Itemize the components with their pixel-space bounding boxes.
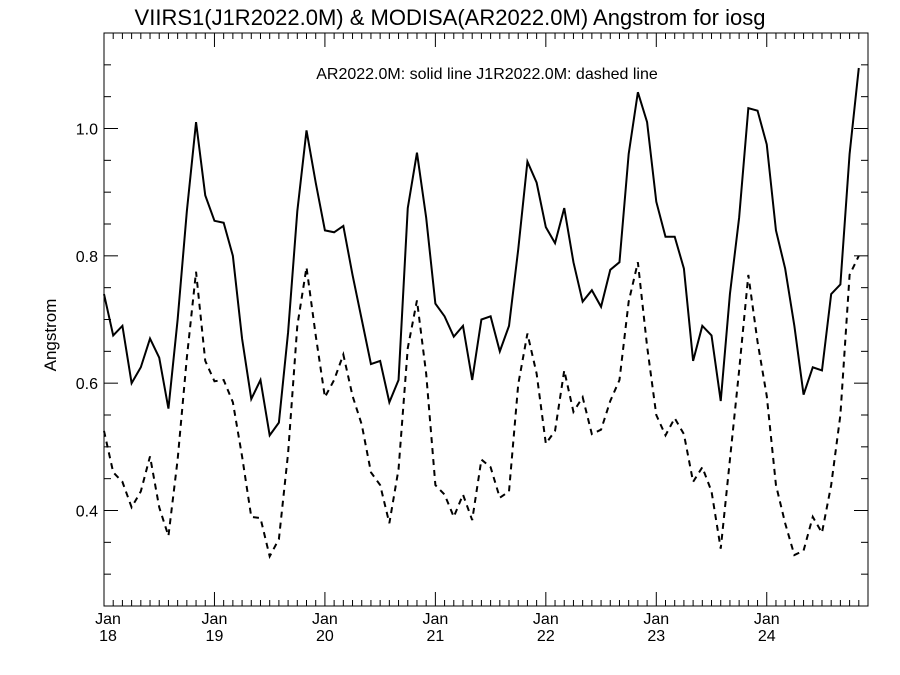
x-tick-label-month: Jan	[312, 611, 338, 628]
series-line-solid	[103, 67, 860, 438]
series-style-note: AR2022.0M: solid line J1R2022.0M: dashed…	[316, 66, 658, 83]
series-line-dashed	[103, 255, 860, 560]
x-tick-label-year: 24	[758, 628, 776, 645]
x-tick-label-month: Jan	[422, 611, 448, 628]
y-tick-label: 0.8	[76, 249, 98, 266]
x-tick-label-year: 21	[426, 628, 444, 645]
x-tick-label-month: Jan	[533, 611, 559, 628]
y-tick-label: 0.4	[76, 504, 98, 521]
x-tick-label-year: 18	[99, 628, 117, 645]
y-axis-ticks: 0.4 0.6 0.8 1.0	[76, 32, 868, 607]
x-tick-label-year: 20	[316, 628, 334, 645]
y-tick-label: 0.6	[76, 376, 98, 393]
x-tick-label-month: Jan	[643, 611, 669, 628]
x-tick-label-year: 22	[537, 628, 555, 645]
chart-title: VIIRS1(J1R2022.0M) & MODISA(AR2022.0M) A…	[135, 5, 766, 30]
x-tick-label-month: Jan	[754, 611, 780, 628]
x-tick-label-year: 23	[647, 628, 665, 645]
y-axis-label: Angstrom	[41, 299, 60, 372]
plot-frame	[103, 32, 869, 607]
y-tick-label: 1.0	[76, 122, 98, 139]
x-tick-label-month: Jan	[202, 611, 228, 628]
series-layer	[103, 67, 860, 560]
x-tick-label-month: Jan	[95, 611, 121, 628]
x-tick-label-year: 19	[206, 628, 224, 645]
